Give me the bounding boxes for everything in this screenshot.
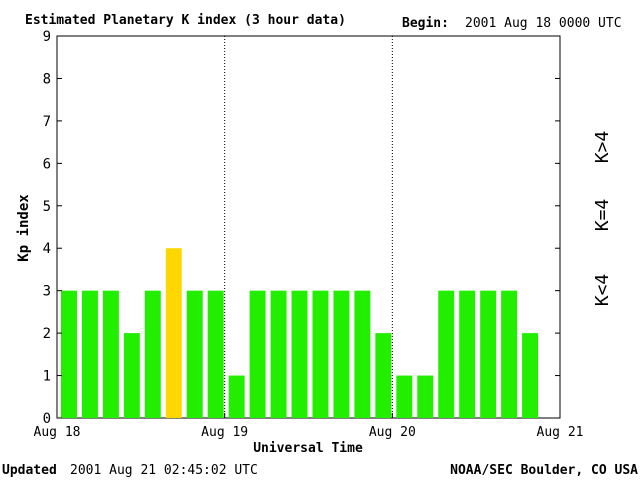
- kp-bar: [123, 333, 140, 418]
- kp-bar: [417, 375, 434, 418]
- kp-bar: [81, 290, 98, 418]
- plot-frame: [56, 35, 561, 419]
- x-tick-label: Aug 21: [537, 425, 584, 440]
- y-tick-label: 5: [43, 199, 51, 215]
- y-tick-label: 4: [43, 241, 51, 257]
- kp-bar: [396, 375, 413, 418]
- kp-bar: [354, 290, 371, 418]
- kp-bar: [375, 333, 392, 418]
- y-tick-label: 7: [43, 114, 51, 130]
- kp-bar: [501, 290, 518, 418]
- kp-bar: [522, 333, 539, 418]
- kp-bar: [144, 290, 161, 418]
- kp-bar: [249, 290, 266, 418]
- y-tick-label: 6: [43, 156, 51, 172]
- x-axis-label: Universal Time: [253, 441, 363, 456]
- kp-bar: [228, 375, 245, 418]
- updated-label: Updated: [2, 463, 57, 478]
- kp-bar: [291, 290, 308, 418]
- y-tick-label: 2: [43, 326, 51, 342]
- chart-title: Estimated Planetary K index (3 hour data…: [25, 13, 346, 28]
- y-tick-label: 3: [43, 284, 51, 300]
- y-tick-label: 1: [43, 369, 51, 385]
- kp-bar: [333, 290, 350, 418]
- x-tick-label: Aug 20: [369, 425, 416, 440]
- kp-bar: [102, 290, 119, 418]
- kp-bar: [165, 248, 182, 418]
- source-credit: NOAA/SEC Boulder, CO USA: [450, 463, 638, 478]
- y-tick-label: 8: [43, 71, 51, 87]
- y-tick-label: 0: [43, 411, 51, 427]
- kp-bar: [61, 290, 77, 418]
- legend-high: K>4: [592, 131, 613, 164]
- y-axis-label: Kp index: [16, 194, 32, 262]
- kp-bar: [207, 290, 224, 418]
- kp-bar: [438, 290, 455, 418]
- plot-area: 0 1 2 3 4 5 6 7 8 9 Aug 18 Aug 19 Aug 20 Aug 21: [34, 29, 584, 440]
- x-tick-label: Aug 18: [34, 425, 81, 440]
- kp-bar: [459, 290, 476, 418]
- kp-bar: [312, 290, 329, 418]
- y-tick-label: 9: [43, 29, 51, 45]
- legend-equal: K=4: [592, 199, 613, 232]
- x-tick-label: Aug 19: [201, 425, 248, 440]
- begin-value: 2001 Aug 18 0000 UTC: [465, 16, 622, 31]
- kp-bar: [186, 290, 203, 418]
- kp-bar: [480, 290, 497, 418]
- updated-value: 2001 Aug 21 02:45:02 UTC: [70, 463, 258, 478]
- legend-low: K<4: [592, 274, 613, 307]
- begin-label: Begin:: [402, 16, 449, 31]
- kp-bar: [270, 290, 287, 418]
